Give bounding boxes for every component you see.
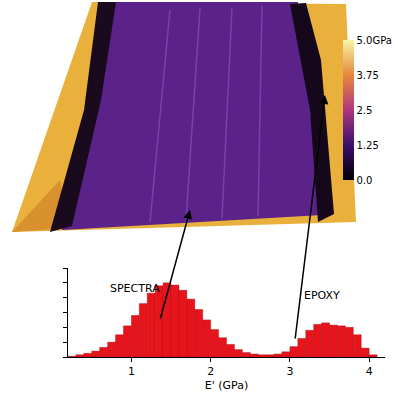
svg-text:2: 2 <box>207 365 214 378</box>
svg-text:1.25: 1.25 <box>357 140 379 151</box>
svg-text:3: 3 <box>286 365 293 378</box>
svg-text:0.0: 0.0 <box>357 175 373 186</box>
svg-text:4: 4 <box>366 365 373 378</box>
svg-text:2.5: 2.5 <box>357 105 373 116</box>
svg-text:3.75: 3.75 <box>357 70 379 81</box>
svg-text:E' (GPa): E' (GPa) <box>205 379 248 392</box>
svg-text:1: 1 <box>128 365 135 378</box>
svg-text:EPOXY: EPOXY <box>304 289 340 302</box>
svg-text:SPECTRA: SPECTRA <box>110 282 160 295</box>
svg-text:5.0GPa: 5.0GPa <box>357 35 392 46</box>
